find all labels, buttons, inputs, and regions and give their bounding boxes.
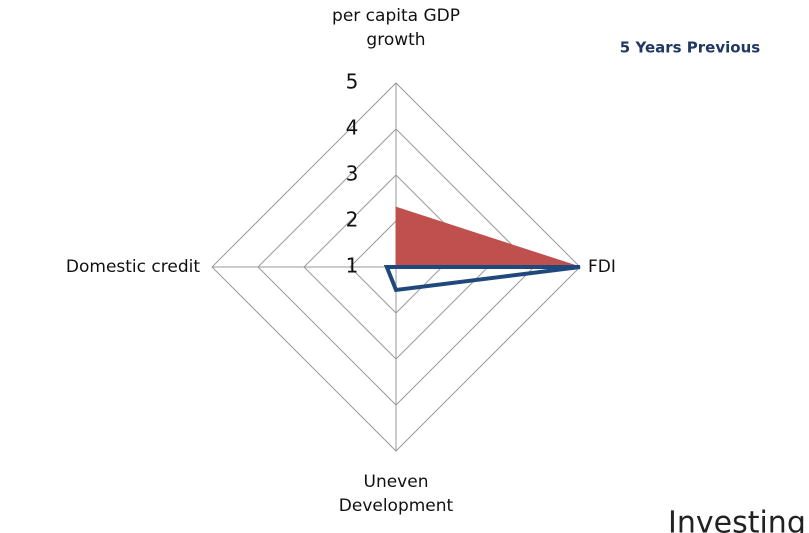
radar-area (395, 206, 581, 268)
radar-line (383, 265, 581, 293)
tick-label: 3 (346, 162, 359, 186)
category-label: per capita GDP growth (332, 6, 460, 50)
tick-label: 2 (346, 208, 359, 232)
chart-title: 5 Years Previous (620, 39, 760, 57)
category-label: Domestic credit (65, 257, 200, 277)
tick-label: 5 (346, 70, 359, 94)
footer-text: Investing (668, 506, 806, 533)
category-label: Uneven Development (338, 472, 454, 516)
tick-label: 4 (346, 116, 359, 140)
tick-label: 1 (346, 254, 359, 278)
category-label: FDI (588, 257, 616, 277)
